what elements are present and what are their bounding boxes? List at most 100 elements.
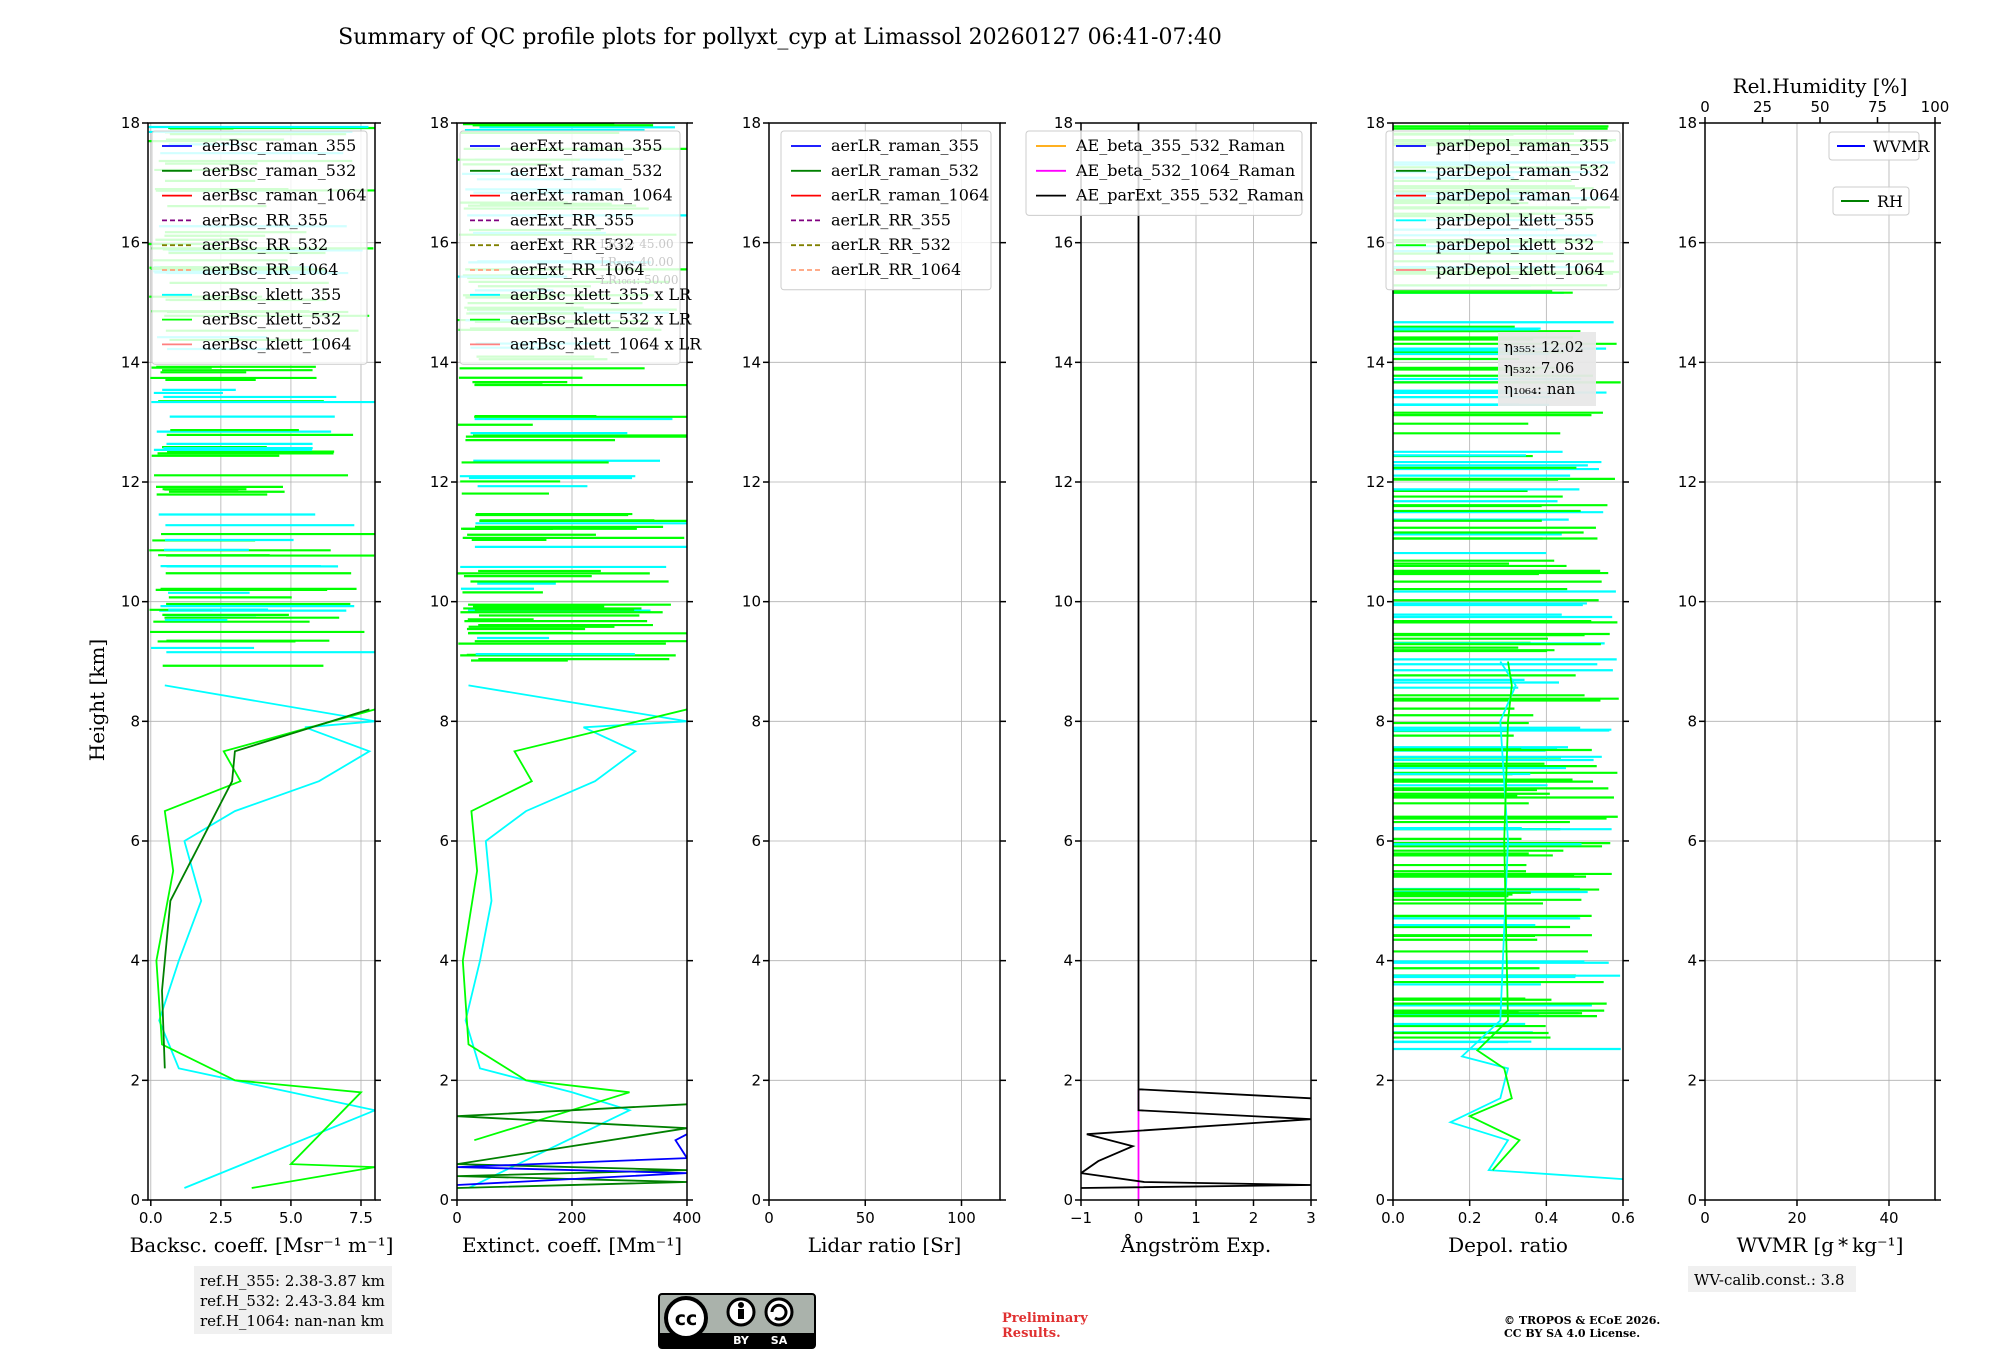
x-tick-label: 0 [452, 1209, 462, 1227]
y-tick-label: 8 [439, 712, 449, 730]
y-tick-label: 14 [1366, 353, 1385, 371]
preliminary-line-1: Preliminary [1002, 1311, 1088, 1326]
axes-frame [147, 122, 376, 1201]
legend-label: parDepol_raman_1064 [1436, 186, 1620, 205]
wv-calib-box-bg [1688, 1266, 1856, 1292]
top-x-tick-label: 0 [1700, 98, 1710, 116]
y-tick-label: 12 [430, 473, 449, 491]
x-tick-label: 3 [1306, 1209, 1316, 1227]
x-axis-label-wv: WVMR [g * kg⁻¹] [1737, 1233, 1904, 1257]
y-tick-label: 4 [1375, 952, 1385, 970]
series-aerBsc_klett_532 x LR [461, 708, 687, 1142]
y-tick-label: 8 [1063, 712, 1073, 730]
x-tick-label: −1 [1070, 1209, 1092, 1227]
x-axis-label-depol: Depol. ratio [1448, 1233, 1568, 1257]
y-tick-label: 0 [1063, 1191, 1073, 1209]
y-tick-label: 10 [1054, 593, 1073, 611]
y-tick-label: 10 [1366, 593, 1385, 611]
y-tick-label: 4 [130, 952, 140, 970]
legend-label: aerLR_raman_532 [831, 161, 979, 180]
panel-lr: 0 2 4 6 8 10 12 14 16 18 0 50 100 Lidar ratio [Sr] aer… [742, 114, 1006, 1257]
lr-label: LR₃₅₅: 45.00 [600, 237, 674, 251]
y-tick-label: 4 [1063, 952, 1073, 970]
legend-label: aerExt_raman_1064 [510, 186, 673, 205]
legend-label: parDepol_raman_532 [1436, 161, 1609, 180]
y-tick-label: 6 [1687, 832, 1697, 850]
y-tick-label: 4 [751, 952, 761, 970]
legend-label: AE_parExt_355_532_Raman [1075, 186, 1304, 205]
figure-title: Summary of QC profile plots for pollyxt_… [338, 25, 1222, 50]
y-tick-label: 12 [121, 473, 140, 491]
y-tick-label: 2 [130, 1071, 140, 1089]
legend-label: aerBsc_RR_1064 [202, 260, 338, 279]
legend-label: aerExt_RR_355 [510, 210, 634, 229]
legend-label: RH [1877, 192, 1903, 211]
legend-box [459, 130, 681, 365]
legend-label: aerBsc_klett_355 x LR [510, 285, 692, 304]
y-tick-label: 18 [1366, 114, 1385, 132]
y-tick-label: 6 [130, 832, 140, 850]
axes-frame [768, 122, 1001, 1201]
panel-bsc: 0 2 4 6 8 10 12 14 16 18 0.0 2.5 5.0 7.5 Backsc. coeff… [121, 114, 393, 1257]
legend-label: AE_beta_532_1064_Raman [1075, 161, 1295, 180]
x-tick-label: 2.5 [209, 1209, 233, 1227]
series-aerExt_raman_532 [457, 1103, 687, 1189]
wv-calib-const: WV-calib.const.: 3.8 [1694, 1271, 1845, 1289]
cc-logo-icon [664, 1296, 708, 1340]
share-alike-icon [764, 1297, 794, 1327]
legend-box [1385, 130, 1621, 291]
ref-height-355: ref.H_355: 2.38-3.87 km [200, 1272, 385, 1290]
legend-label: parDepol_klett_532 [1436, 235, 1594, 254]
series-aerBsc_klett_532 [155, 708, 375, 1189]
x-tick-label: 20 [1787, 1209, 1806, 1227]
attribution-body [738, 1309, 744, 1319]
y-tick-label: 8 [1687, 712, 1697, 730]
y-tick-label: 14 [1054, 353, 1073, 371]
top-x-tick-label: 50 [1810, 98, 1829, 116]
legend-label: WVMR [1873, 137, 1930, 156]
legend-label: AE_beta_355_532_Raman [1075, 136, 1285, 155]
y-tick-label: 16 [1366, 234, 1385, 252]
cc-license-badge: cc BY SA [658, 1293, 816, 1349]
y-tick-label: 6 [1063, 832, 1073, 850]
legend-label: aerExt_raman_532 [510, 161, 663, 180]
y-tick-label: 2 [751, 1071, 761, 1089]
legend-label: aerBsc_raman_355 [202, 136, 356, 155]
legend-label: aerBsc_klett_532 x LR [510, 310, 692, 329]
attribution-head [738, 1302, 744, 1308]
y-tick-label: 10 [430, 593, 449, 611]
y-tick-label: 12 [1054, 473, 1073, 491]
eta-label: η₁₀₆₄: nan [1504, 380, 1575, 398]
legend-label: parDepol_klett_1064 [1436, 260, 1605, 279]
copyright-line-2: CC BY SA 4.0 License. [1504, 1327, 1640, 1340]
x-tick-label: 7.5 [349, 1209, 373, 1227]
x-tick-label: 100 [947, 1209, 976, 1227]
cc-by-label: BY [733, 1334, 750, 1347]
legend-label: aerBsc_RR_355 [202, 210, 328, 229]
y-tick-label: 16 [121, 234, 140, 252]
x-tick-label: 0 [1700, 1209, 1710, 1227]
legend-label: aerExt_raman_355 [510, 136, 663, 155]
y-tick-label: 2 [1687, 1071, 1697, 1089]
series-aerExt_raman_355 [457, 1133, 687, 1186]
x-tick-label: 1 [1191, 1209, 1201, 1227]
y-tick-label: 8 [1375, 712, 1385, 730]
series-parDepol_klett_355 [1448, 661, 1623, 1180]
x-axis-label-ext: Extinct. coeff. [Mm⁻¹] [462, 1233, 682, 1257]
eta-box [1498, 332, 1596, 406]
y-tick-label: 8 [751, 712, 761, 730]
cc-badge-band [660, 1333, 814, 1347]
x-tick-label: 200 [558, 1209, 587, 1227]
top-x-tick-label: 100 [1921, 98, 1950, 116]
legend-label: aerExt_RR_532 [510, 235, 634, 254]
legend-label: aerLR_raman_355 [831, 136, 979, 155]
y-tick-label: 14 [121, 353, 140, 371]
x-tick-label: 0 [1134, 1209, 1144, 1227]
y-tick-label: 6 [751, 832, 761, 850]
x-tick-label: 400 [673, 1209, 702, 1227]
y-axis-label: Height [km] [85, 639, 109, 761]
legend-label: aerBsc_RR_532 [202, 235, 328, 254]
legend-label: aerBsc_klett_1064 [202, 334, 351, 353]
